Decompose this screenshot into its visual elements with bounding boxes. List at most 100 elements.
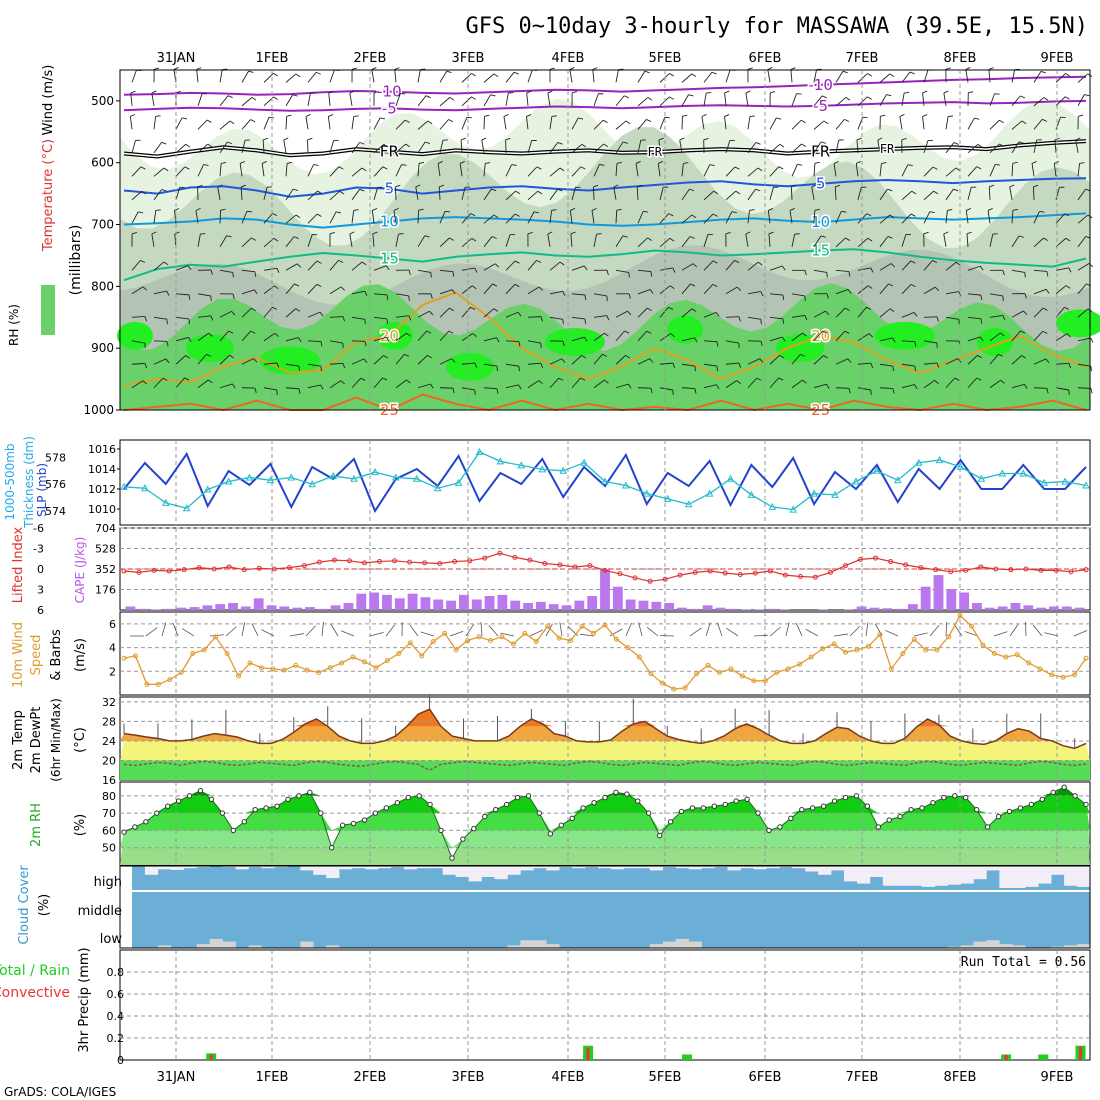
sfc-wind-barb xyxy=(885,629,899,637)
cloud-high-gap xyxy=(1025,866,1039,887)
wind-barb xyxy=(349,92,353,106)
wind-barb xyxy=(615,163,618,177)
wind-barb-flag xyxy=(936,316,939,322)
wind-barb xyxy=(637,140,642,153)
sfc-wind-barb xyxy=(340,630,355,637)
wind-barb xyxy=(153,340,168,342)
wind-barb xyxy=(307,340,322,342)
wind-barb xyxy=(681,308,693,318)
wind-barb xyxy=(835,289,849,295)
temp-line xyxy=(123,708,1087,750)
cloud-low-bar xyxy=(326,945,340,948)
wind-marker xyxy=(121,655,127,661)
wind-barb-flag xyxy=(490,94,496,97)
wind-barb xyxy=(285,263,298,271)
wind-barb xyxy=(901,260,912,271)
wind-barb xyxy=(923,69,929,83)
rh2m-marker xyxy=(744,796,750,802)
wind-barb xyxy=(153,189,163,201)
rh-tick: 50 xyxy=(102,842,116,855)
cape-bar xyxy=(907,604,918,610)
wind-barb-flag xyxy=(688,94,694,97)
cape-bar xyxy=(458,594,469,610)
wind-barb-flag xyxy=(703,137,709,141)
wind-barb-flag xyxy=(1090,366,1092,372)
wind-barb-flag xyxy=(1064,213,1070,217)
wind-barb-flag xyxy=(578,117,584,120)
wind-barb xyxy=(813,269,827,273)
wind-barb xyxy=(901,363,915,367)
wind-barb-flag xyxy=(668,306,674,310)
wind-barb xyxy=(769,143,781,154)
wind-barb-flag xyxy=(250,330,256,334)
wind-barb xyxy=(461,213,471,224)
wind-barb xyxy=(857,73,868,83)
wind-barb-flag xyxy=(449,97,455,101)
rh2m-marker xyxy=(919,805,925,811)
rh2m-marker xyxy=(318,810,324,816)
rh2m-marker xyxy=(154,810,160,816)
wind-barb xyxy=(945,316,959,320)
wind-barb xyxy=(329,166,340,177)
wind-barb-flag xyxy=(372,208,378,211)
cloud-high-gap xyxy=(1038,866,1052,884)
cape-bar xyxy=(997,606,1008,610)
wind-barb xyxy=(373,265,387,271)
wind-barb xyxy=(329,260,339,271)
rh2m-marker xyxy=(788,815,794,822)
wind-marker xyxy=(1083,655,1089,661)
wind-barb-flag xyxy=(197,184,203,188)
cape-bar xyxy=(151,609,161,610)
wind-barb-flag xyxy=(760,319,762,325)
date-label-top: 7FEB xyxy=(846,51,879,66)
wind-barb-flag xyxy=(452,271,455,277)
wind-barb xyxy=(372,233,375,247)
cloud-high-label: high xyxy=(94,875,122,890)
wind-barb xyxy=(395,119,406,130)
wind-barb xyxy=(1055,96,1066,107)
wind-barb xyxy=(241,269,255,273)
rh2m-marker xyxy=(296,793,302,799)
rh2m-marker xyxy=(503,801,510,808)
cloud-high-gap xyxy=(986,866,1000,871)
isotherm-25 xyxy=(123,393,1087,412)
wind-barb-flag xyxy=(649,289,654,294)
cloud-high-gap xyxy=(585,866,599,868)
cloud-high-gap xyxy=(688,866,702,870)
wind-barb-flag xyxy=(932,260,938,263)
isotherm--5 xyxy=(123,99,1087,112)
cape-bar xyxy=(138,608,149,610)
wind-barb-flag xyxy=(385,265,390,271)
wind-barb-flag xyxy=(592,67,598,70)
wind-marker xyxy=(1049,672,1055,678)
cape-bar xyxy=(677,607,687,610)
wind-barb-flag xyxy=(492,283,498,287)
wind-barb-flag xyxy=(602,119,608,124)
thickness-unit-label: Thickness (dm) xyxy=(22,436,36,529)
rh2m-marker xyxy=(722,801,728,808)
cape-bar xyxy=(1049,606,1059,610)
li-marker xyxy=(1083,567,1089,573)
wind-barb-flag xyxy=(527,231,533,235)
wind-barb xyxy=(394,69,397,83)
wind-barb xyxy=(659,267,673,271)
wind-barb-flag xyxy=(206,119,212,123)
wind-barb-flag xyxy=(493,214,499,219)
rh2m-marker xyxy=(329,845,335,851)
wind-barb xyxy=(569,69,573,83)
cloud-low-bar xyxy=(1064,945,1078,948)
wind-barb-flag xyxy=(844,307,850,311)
wind-barb-flag xyxy=(776,117,782,120)
cloud-high-gap xyxy=(572,866,586,869)
wind-barb xyxy=(945,188,954,201)
wind-marker xyxy=(293,662,299,668)
wind-barb xyxy=(613,186,617,200)
wind-tick: 2 xyxy=(109,665,116,678)
wind-barb xyxy=(395,332,407,342)
wind-barb xyxy=(417,95,427,107)
wind-marker xyxy=(728,666,734,672)
thickness-marker xyxy=(893,476,902,484)
precip-total-label: Total / Rain xyxy=(0,963,70,979)
cloud-low-bar xyxy=(1051,946,1065,948)
cloud-high-gap xyxy=(326,866,340,879)
